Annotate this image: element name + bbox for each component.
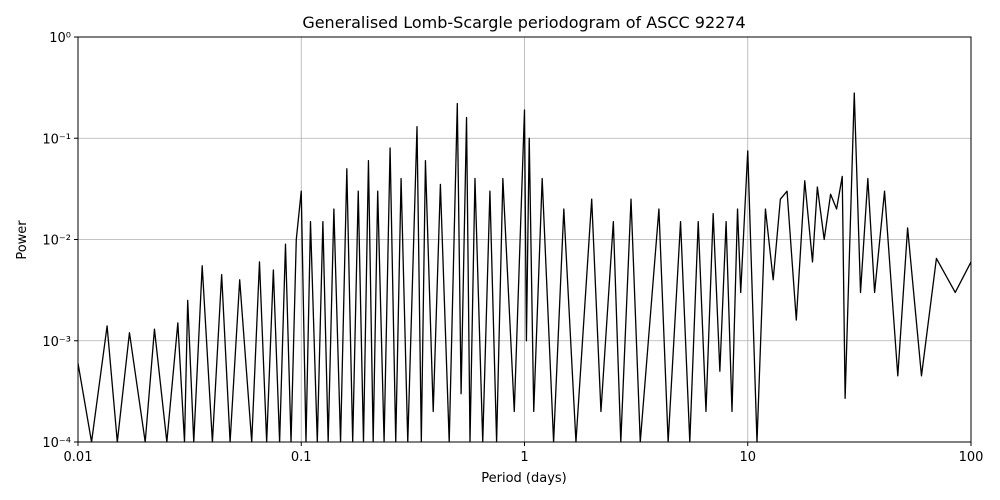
y-tick-label: 10⁰: [49, 31, 71, 46]
plot-area: [78, 92, 971, 442]
y-tick-label: 10⁻³: [42, 335, 71, 350]
x-tick-label: 0.1: [291, 450, 312, 465]
ticks: 0.01 0.1 1 10 100 10⁻⁴ 10⁻³ 10⁻² 10⁻¹ 10⁰: [42, 31, 983, 465]
y-tick-label: 10⁻²: [42, 234, 71, 249]
data-line: [78, 92, 971, 442]
chart-title: Generalised Lomb-Scargle periodogram of …: [302, 13, 745, 32]
x-tick-label: 100: [959, 450, 984, 465]
x-tick-label: 0.01: [64, 450, 93, 465]
x-tick-label: 10: [739, 450, 756, 465]
y-axis-label: Power: [15, 220, 30, 260]
y-tick-label: 10⁻¹: [42, 132, 71, 147]
x-axis-label: Period (days): [481, 471, 567, 486]
y-tick-label: 10⁻⁴: [42, 436, 71, 451]
x-tick-label: 1: [520, 450, 528, 465]
